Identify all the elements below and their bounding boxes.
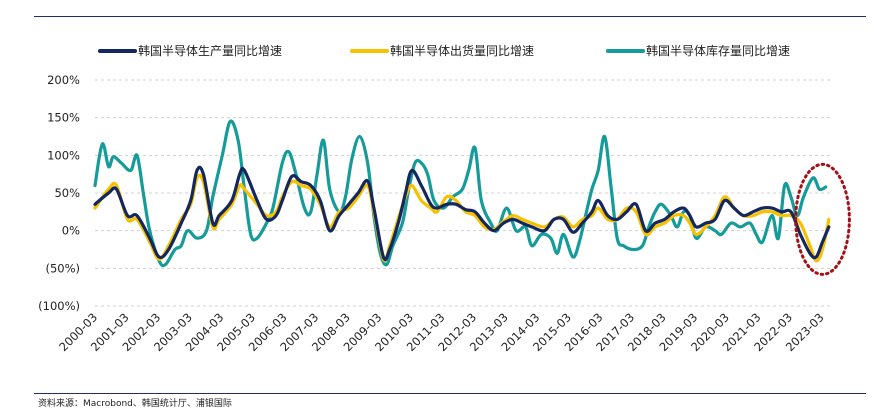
annotations (794, 162, 851, 276)
legend-label-1: 韩国半导体生产量同比增速 (138, 43, 282, 58)
legend: 韩国半导体生产量同比增速 韩国半导体出货量同比增速 韩国半导体库存量同比增速 (98, 43, 790, 58)
highlight-ellipse (794, 162, 851, 276)
legend-label-2: 韩国半导体出货量同比增速 (390, 43, 534, 58)
chart: 韩国半导体生产量同比增速 韩国半导体出货量同比增速 韩国半导体库存量同比增速 200… (38, 43, 851, 354)
series-lines (93, 119, 831, 268)
y-tick-label-5: 0% (62, 224, 80, 238)
x-axis: 2000-032001-032002-032003-032004-032005-… (56, 310, 826, 354)
y-axis: 200% 150% 100% 50% 0% (50%) (100%) (38, 73, 80, 313)
series-line-1 (93, 165, 831, 262)
y-tick-label-1: 200% (47, 73, 80, 87)
y-tick-label-6: (50%) (45, 261, 80, 275)
y-tick-label-7: (100%) (38, 299, 80, 313)
legend-label-3: 韩国半导体库存量同比增速 (646, 43, 790, 58)
bottom-rule (34, 393, 866, 394)
source-note: 资料来源：Macrobond、韩国统计厅、浦银国际 (38, 399, 232, 409)
top-rule (34, 16, 866, 17)
y-tick-label-4: 50% (54, 186, 80, 200)
y-tick-label-3: 100% (47, 148, 80, 162)
gridlines (95, 79, 832, 307)
y-tick-label-2: 150% (47, 111, 80, 125)
